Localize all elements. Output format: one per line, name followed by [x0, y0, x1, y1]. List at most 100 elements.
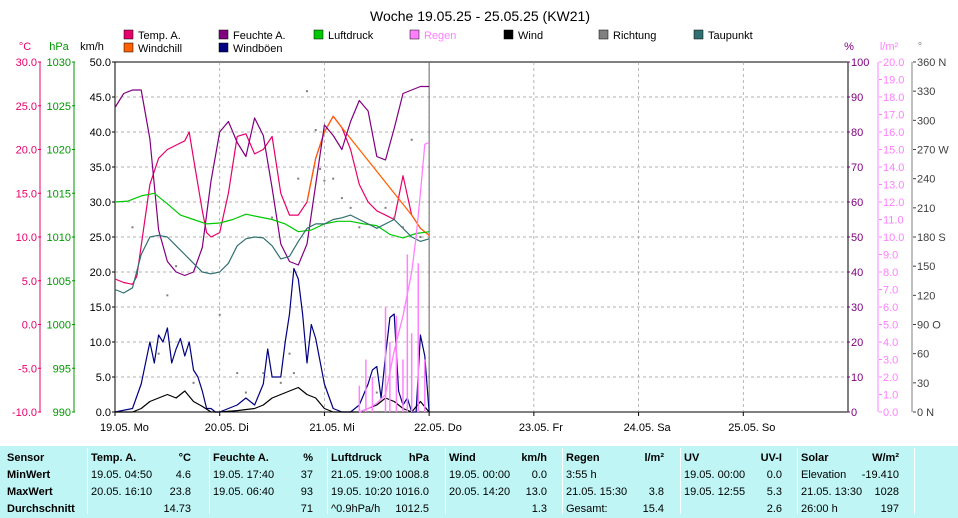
tick-label-deg: 30 — [917, 378, 929, 390]
legend-label: Richtung — [613, 30, 656, 42]
tick-label-deg: 120 — [917, 290, 935, 302]
tick-label-lm2: 5.0 — [883, 320, 898, 332]
chart-grid — [114, 61, 849, 413]
tick-label-deg: 360 N — [917, 57, 946, 69]
stats-cell-value: 13.0 — [525, 486, 547, 498]
stats-cell-value: 1008.8 — [395, 469, 429, 481]
stats-column-header: Feuchte A. — [213, 452, 269, 464]
wind-direction-point — [131, 226, 134, 229]
stats-column-header: Regen — [566, 452, 600, 464]
tick-label-c: 10.0 — [16, 232, 37, 244]
left-axes: -10.0 -5.0 0.0 5.0 10.0 15.0 20.0 25.0 30.0 990 99… — [12, 57, 913, 419]
legend-swatch — [693, 29, 704, 40]
stats-cell-time: 19.05. 06:40 — [213, 486, 275, 498]
wind-direction-point — [157, 352, 160, 355]
chart-legend: Temp. A. Feuchte A. Luftdruck Regen Wind Rich… — [123, 29, 753, 55]
tick-label-c: 30.0 — [16, 57, 37, 69]
stats-cell-time: 3:55 h — [566, 469, 597, 481]
chart-series — [114, 85, 430, 413]
stats-cell-time: 21.05. 19:00 — [331, 469, 393, 481]
stats-cell-value: 1016.0 — [395, 486, 429, 498]
stats-column-header: Wind — [449, 452, 476, 464]
stats-cell-time: 19.05. 10:20 — [331, 486, 393, 498]
tick-label-hpa: 1005 — [47, 276, 71, 288]
tick-label-lm2: 18.0 — [883, 92, 904, 104]
wind-direction-point — [271, 216, 274, 219]
legend-swatch — [123, 29, 134, 40]
x-tick-label: 21.05. Mi — [309, 422, 354, 434]
tick-label-hpa: 1025 — [47, 101, 71, 113]
tick-label-kmh: 20.0 — [90, 267, 111, 279]
tick-label-kmh: 45.0 — [90, 92, 111, 104]
wind-direction-point — [244, 391, 247, 394]
legend-label: Taupunkt — [708, 30, 753, 42]
stats-column-divider — [327, 448, 328, 514]
x-tick-label: 19.05. Mo — [100, 422, 149, 434]
stats-cell-time: 21.05. 13:30 — [801, 486, 863, 498]
tick-label-hpa: 995 — [53, 363, 71, 375]
tick-label-lm2: 7.0 — [883, 285, 898, 297]
tick-label-deg: 330 — [917, 86, 935, 98]
legend-label: Temp. A. — [138, 30, 181, 42]
stats-cell-value: -19.410 — [861, 469, 899, 481]
stats-cell-time: 19.05. 04:50 — [91, 469, 153, 481]
stats-cell-time: 21.05. 15:30 — [566, 486, 628, 498]
stats-cell-value: 71 — [300, 503, 313, 515]
wind-direction-point — [375, 391, 378, 394]
stats-column-unit: % — [303, 452, 313, 464]
stats-column-divider — [209, 448, 210, 514]
tick-label-pct: 90 — [851, 92, 863, 104]
wind-direction-point — [236, 372, 239, 375]
tick-label-lm2: 3.0 — [883, 355, 898, 367]
tick-label-kmh: 10.0 — [90, 337, 111, 349]
tick-label-c: 25.0 — [16, 101, 37, 113]
stats-cell-time: ^0.9hPa/h — [331, 503, 381, 515]
tick-label-pct: 20 — [851, 337, 863, 349]
tick-label-kmh: 50.0 — [90, 57, 111, 69]
x-tick-label: 22.05. Do — [414, 422, 462, 434]
tick-label-hpa: 1020 — [47, 145, 71, 157]
tick-label-c: 0.0 — [22, 320, 37, 332]
tick-label-deg: 0 N — [917, 407, 934, 419]
wind-direction-point — [218, 313, 221, 316]
wind-direction-point — [323, 179, 326, 182]
x-tick-label: 25.05. So — [728, 422, 775, 434]
wind-direction-point — [292, 372, 295, 375]
stats-cell-time: 20.05. 16:10 — [91, 486, 153, 498]
tick-label-deg: 300 — [917, 115, 935, 127]
tick-label-kmh: 30.0 — [90, 197, 111, 209]
tick-label-lm2: 16.0 — [883, 127, 904, 139]
tick-label-hpa: 1015 — [47, 188, 71, 200]
stats-column-unit: °C — [178, 452, 191, 464]
wind-direction-point — [314, 129, 317, 132]
legend-swatch — [218, 29, 229, 40]
legend-swatch — [123, 42, 134, 53]
wind-direction-point — [332, 177, 335, 180]
tick-label-lm2: 9.0 — [883, 250, 898, 262]
stats-cell-value: 15.4 — [642, 503, 664, 515]
wind-direction-point — [262, 372, 265, 375]
tick-label-lm2: 10.0 — [883, 232, 904, 244]
stats-row-label: MinWert — [7, 469, 51, 481]
tick-label-hpa: 1030 — [47, 57, 71, 69]
tick-label-lm2: 4.0 — [883, 337, 898, 349]
stats-column-header: Solar — [801, 452, 829, 464]
stats-column-unit: UV-I — [760, 452, 782, 464]
stats-cell-value: 23.8 — [169, 486, 191, 498]
series-line-temp-a- — [114, 115, 430, 285]
legend-label: Windböen — [233, 43, 283, 55]
stats-cell-time: Elevation — [801, 469, 847, 481]
stats-row-label: Durchschnitt — [7, 503, 75, 515]
wind-direction-point — [166, 294, 169, 297]
tick-label-hpa: 1010 — [47, 232, 71, 244]
x-axis-labels: 19.05. Mo 20.05. Di 21.05. Mi 22.05. Do 23.0… — [100, 412, 775, 434]
stats-column-divider — [680, 448, 681, 514]
legend-swatch — [218, 42, 229, 53]
tick-label-kmh: 5.0 — [96, 372, 111, 384]
tick-label-hpa: 1000 — [47, 320, 71, 332]
tick-label-kmh: 0.0 — [96, 407, 111, 419]
stats-cell-value: 1.3 — [531, 503, 547, 515]
stats-cell-value: 0.0 — [766, 469, 782, 481]
tick-label-lm2: 17.0 — [883, 110, 904, 122]
stats-cell-value: 5.3 — [766, 486, 782, 498]
